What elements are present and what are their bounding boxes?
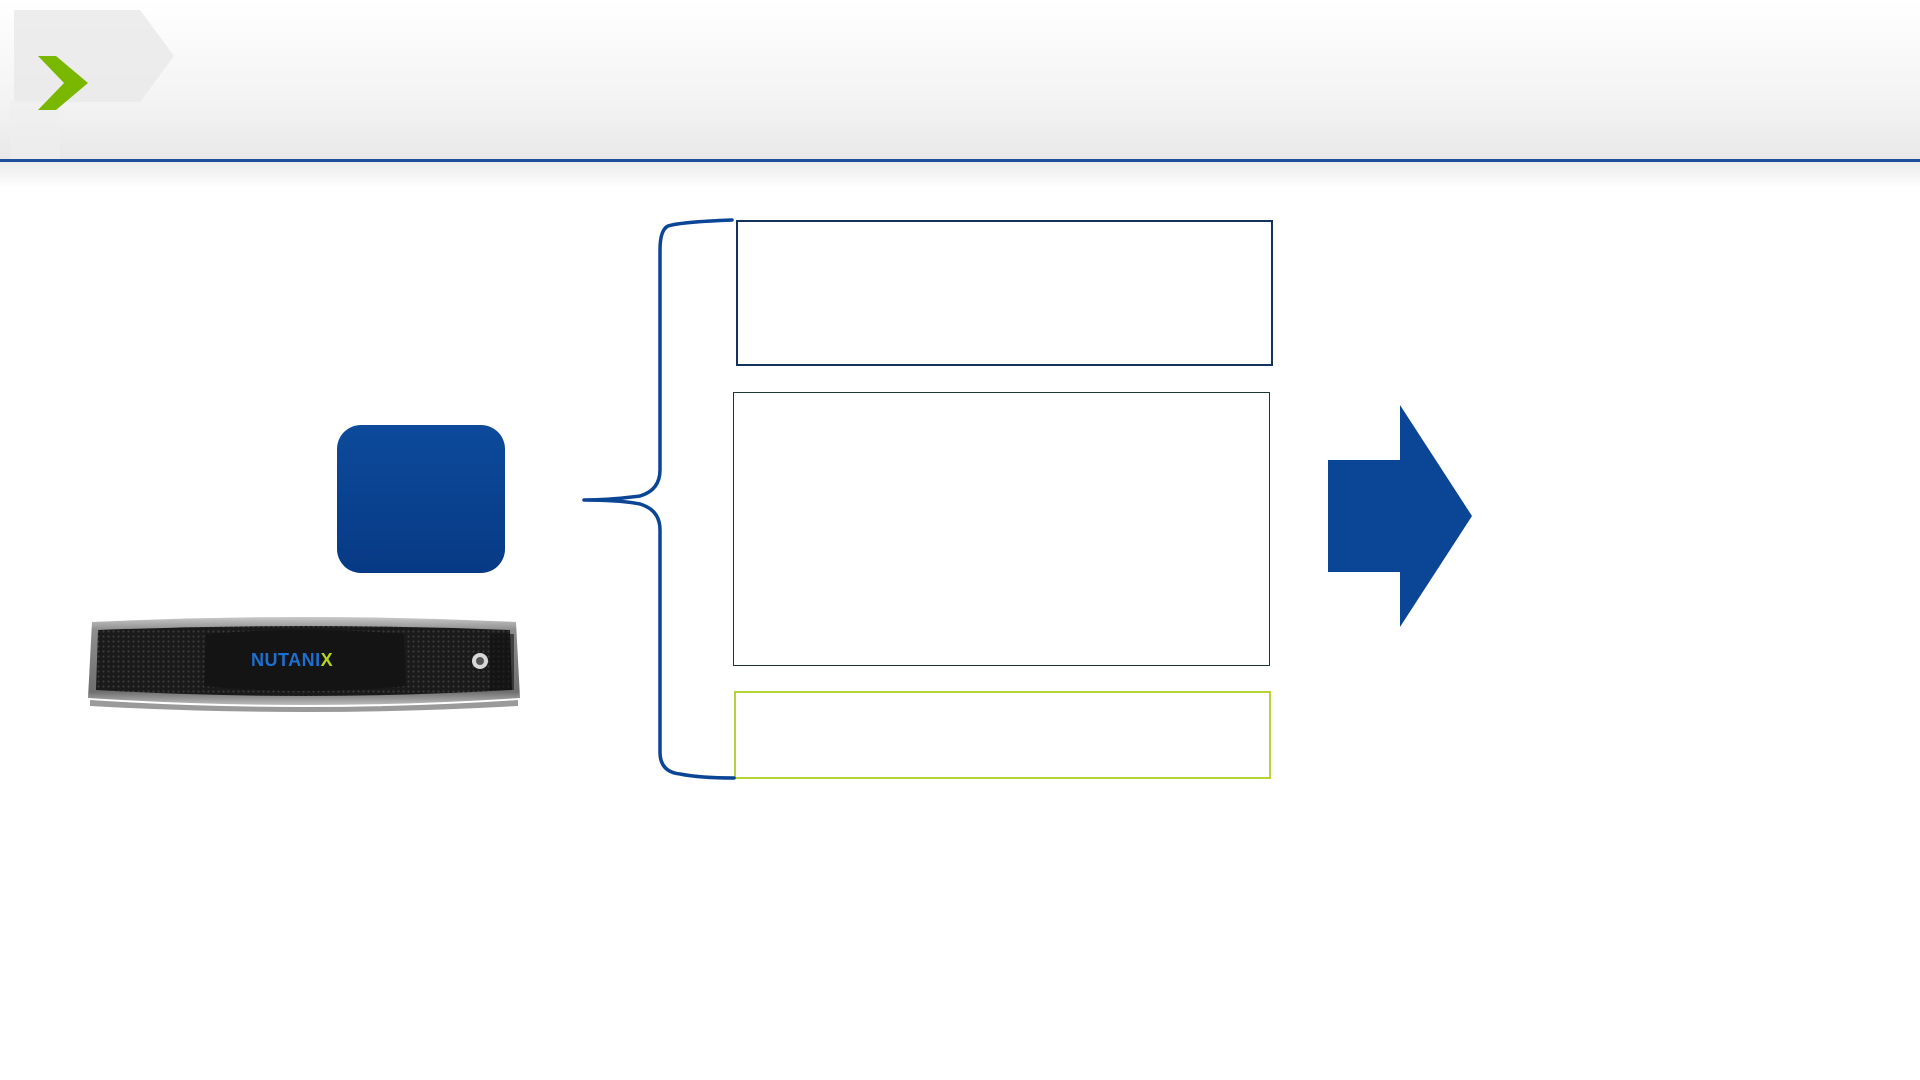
appliance-brand-label: NUTANIX: [251, 650, 333, 671]
panel-top: [736, 220, 1273, 366]
arrow-right-icon: [1328, 405, 1472, 627]
chevron-right-icon: [38, 56, 88, 110]
brand-main: NUTANI: [251, 650, 321, 670]
nutanix-appliance-image: [88, 617, 520, 712]
header-band: [0, 0, 1920, 160]
brand-accent: X: [320, 650, 334, 670]
panel-middle: [733, 392, 1270, 666]
header-divider: [0, 159, 1920, 162]
panel-bottom: [734, 691, 1271, 779]
node-box: [337, 425, 505, 573]
header-chevron-backdrop: [10, 10, 174, 162]
curly-brace-connector: [582, 218, 736, 780]
header-shadow: [0, 162, 1920, 188]
